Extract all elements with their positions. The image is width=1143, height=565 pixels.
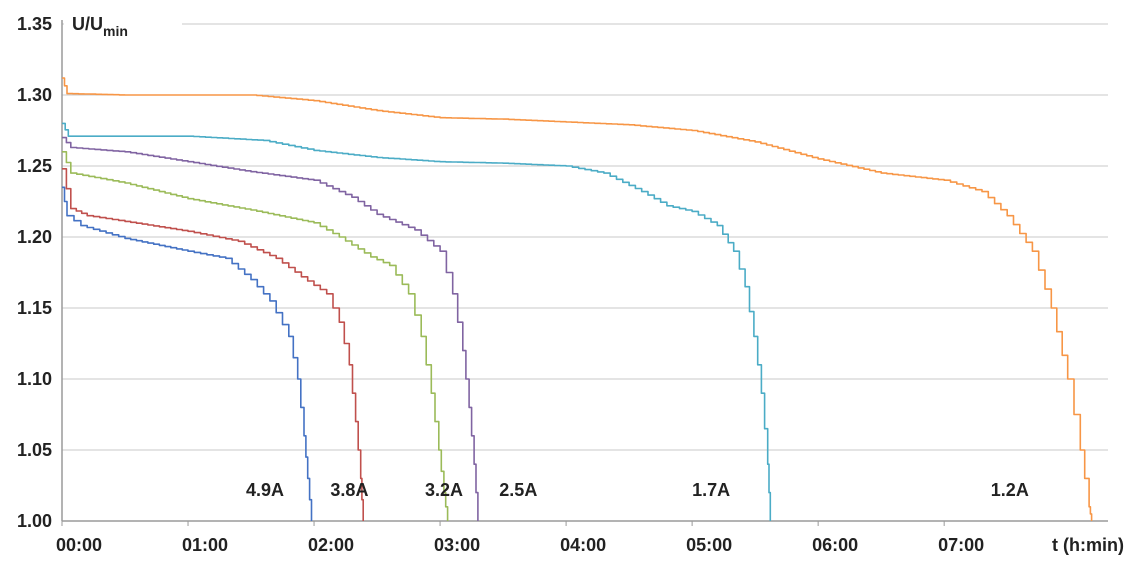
series-label-1-7a: 1.7A: [692, 480, 730, 500]
x-tick-label: 05:00: [686, 535, 732, 555]
axis-titles: U/Umin t (h:min): [64, 4, 1124, 555]
x-tick-label: 04:00: [560, 535, 606, 555]
x-tick-label: 02:00: [308, 535, 354, 555]
x-tick-label: 00:00: [56, 535, 102, 555]
x-axis-title: t (h:min): [1052, 535, 1124, 555]
y-tick-label: 1.20: [17, 227, 52, 247]
series-label-2-5a: 2.5A: [499, 480, 537, 500]
y-tick-label: 1.00: [17, 511, 52, 531]
series-line-2-5a: [62, 136, 479, 521]
y-tick-label: 1.10: [17, 369, 52, 389]
series-line-3-2a: [62, 151, 449, 521]
y-tick-label: 1.05: [17, 440, 52, 460]
axes: [61, 20, 1108, 526]
series-line-3-8a: [62, 168, 364, 521]
x-tick-label: 07:00: [938, 535, 984, 555]
series-lines: [62, 77, 1093, 521]
tick-labels: 1.00 1.05 1.10 1.15 1.20 1.25 1.30 1.35 00:00 01:…: [17, 14, 984, 555]
series-line-4-9a: [62, 186, 313, 521]
series-label-3-8a: 3.8A: [330, 480, 368, 500]
y-tick-label: 1.25: [17, 156, 52, 176]
series-labels: 4.9A 3.8A 3.2A 2.5A 1.7A 1.2A: [246, 480, 1029, 500]
x-tick-label: 01:00: [182, 535, 228, 555]
y-tick-label: 1.30: [17, 85, 52, 105]
series-label-4-9a: 4.9A: [246, 480, 284, 500]
y-tick-label: 1.35: [17, 14, 52, 34]
series-label-3-2a: 3.2A: [425, 480, 463, 500]
x-tick-label: 06:00: [812, 535, 858, 555]
x-tick-label: 03:00: [434, 535, 480, 555]
series-line-1-2a: [62, 77, 1093, 521]
y-axis-title: U/Umin: [72, 14, 128, 39]
y-tick-label: 1.15: [17, 298, 52, 318]
series-label-1-2a: 1.2A: [991, 480, 1029, 500]
series-line-1-7a: [62, 122, 772, 521]
ylabel-background: [64, 4, 182, 38]
